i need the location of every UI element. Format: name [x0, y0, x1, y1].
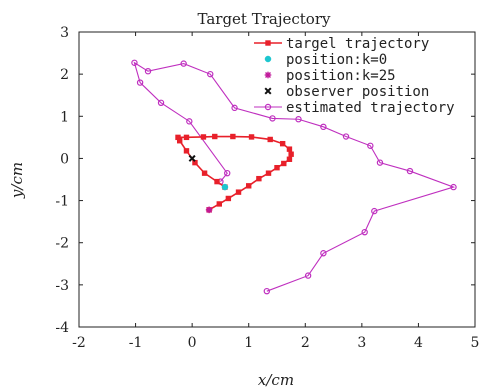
targel-trajectory-point [201, 170, 208, 176]
legend-marker [264, 55, 272, 63]
series-position-k-0 [221, 183, 229, 191]
targel-trajectory-point [235, 189, 242, 195]
estimated-trajectory-point [269, 115, 276, 122]
estimated-trajectory-point [376, 159, 384, 166]
legend-marker [264, 71, 272, 79]
y-tick-label: -3 [55, 278, 69, 294]
targel-trajectory-point [274, 164, 280, 171]
legend: targel trajectoryposition:k=0position:k=… [254, 36, 455, 116]
legend-label: position:k=0 [286, 52, 387, 68]
targel-trajectory-point [281, 160, 287, 167]
x-axis-label: x/cm [258, 371, 294, 389]
x-tick-label: 5 [471, 335, 480, 351]
estimated-trajectory-point [144, 67, 152, 75]
series-observer-position [188, 154, 196, 162]
legend-label: targel trajectory [286, 36, 429, 52]
y-tick-label: 3 [60, 25, 69, 41]
estimated-trajectory-point [180, 60, 187, 67]
targel-trajectory-point [288, 151, 294, 157]
estimated-trajectory-point [263, 287, 271, 295]
estimated-trajectory-point [406, 167, 414, 175]
series-targel-trajectory [175, 133, 294, 213]
y-tick-label: -2 [55, 236, 69, 252]
legend-marker [265, 40, 271, 46]
x-tick-label: -2 [72, 335, 86, 351]
estimated-trajectory-point [367, 142, 374, 149]
targel-trajectory-point [246, 183, 252, 189]
series-layer [131, 59, 457, 295]
position-k-25-point [205, 206, 213, 214]
plot-frame [78, 31, 476, 328]
estimated-trajectory-point [320, 123, 327, 131]
targel-trajectory-point [216, 201, 222, 207]
legend-item-estimated-trajectory: estimated trajectory [254, 100, 455, 116]
targel-trajectory-point [286, 156, 293, 162]
series-position-k-25 [205, 206, 213, 214]
chart-title: Target Trajectory [198, 10, 332, 28]
estimated-trajectory-point [224, 169, 231, 177]
legend-item-targel-trajectory: targel trajectory [254, 36, 429, 52]
targel-trajectory-point [175, 134, 181, 141]
observer-position-point [188, 154, 196, 162]
estimated-trajectory-point [157, 99, 165, 107]
legend-item-position-k-0: position:k=0 [264, 52, 387, 68]
estimated-trajectory-point [295, 116, 302, 123]
estimated-trajectory-point [186, 118, 193, 125]
targel-trajectory-point [265, 170, 272, 176]
targel-trajectory-point [267, 136, 273, 143]
estimated-trajectory-point [361, 228, 368, 236]
y-tick-label: 1 [60, 109, 69, 125]
y-tick-label: -1 [55, 194, 69, 210]
estimated-trajectory-point [320, 250, 327, 257]
legend-label: position:k=25 [286, 68, 396, 84]
x-tick-label: 1 [244, 335, 253, 351]
targel-trajectory-point [183, 134, 190, 141]
legend-marker [264, 87, 272, 95]
targel-trajectory-point [183, 148, 190, 154]
targel-trajectory-point [214, 178, 220, 185]
legend-item-position-k-25: position:k=25 [264, 68, 396, 84]
targel-trajectory-point [200, 134, 207, 140]
estimated-trajectory-line [133, 61, 456, 292]
estimated-trajectory-point [304, 272, 312, 279]
targel-trajectory-line [176, 135, 292, 211]
legend-item-observer-position: observer position [264, 84, 429, 100]
targel-trajectory-point [230, 133, 236, 140]
position-k-0-point [221, 183, 229, 191]
estimated-trajectory-point [450, 183, 457, 191]
y-tick-label: -4 [55, 320, 69, 336]
axis-ticks: -2 -1 0 1 2 3 4 5 -4 -3 -2 -1 0 1 2 3 [55, 25, 479, 351]
series-estimated-trajectory [131, 59, 457, 295]
estimated-trajectory-point [231, 104, 238, 112]
x-tick-label: -1 [129, 335, 143, 351]
estimated-trajectory-point [342, 133, 350, 140]
legend-label: observer position [286, 84, 429, 100]
targel-trajectory-point [279, 140, 286, 147]
y-axis-label: y/cm [8, 162, 26, 199]
x-tick-label: 4 [414, 335, 423, 351]
y-tick-label: 2 [60, 67, 69, 83]
y-tick-label: 0 [60, 151, 69, 167]
x-tick-label: 0 [188, 335, 197, 351]
legend-label: estimated trajectory [286, 100, 455, 116]
targel-trajectory-point [212, 133, 218, 140]
legend-marker [264, 103, 272, 111]
estimated-trajectory-point [131, 59, 138, 66]
x-tick-label: 2 [301, 335, 310, 351]
targel-trajectory-point [225, 195, 232, 202]
targel-trajectory-point [256, 175, 262, 182]
targel-trajectory-point [248, 134, 255, 140]
estimated-trajectory-point [207, 70, 214, 78]
targel-trajectory-point [286, 146, 293, 152]
estimated-trajectory-point [136, 79, 144, 86]
estimated-trajectory-point [371, 207, 378, 215]
x-tick-label: 3 [357, 335, 366, 351]
